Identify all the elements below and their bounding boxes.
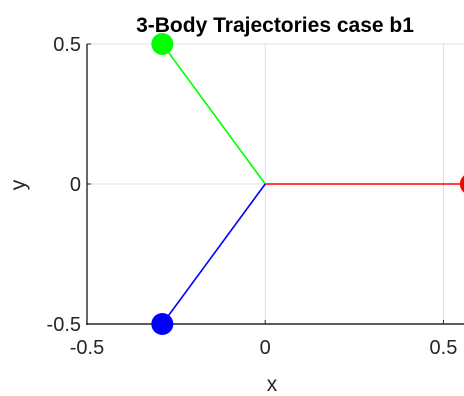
body-marker [151, 313, 174, 335]
y-axis-label: y [7, 179, 30, 190]
axes [86, 43, 464, 325]
x-tick-label: 0.5 [430, 337, 458, 359]
trajectory-line [161, 183, 266, 325]
series-layer [161, 43, 464, 325]
chart-title: 3-Body Trajectories case b1 [136, 14, 414, 37]
body-marker [151, 33, 174, 55]
x-tick-label: 0 [260, 337, 271, 359]
y-tick-label: 0.5 [53, 34, 81, 56]
marker-layer [151, 33, 464, 335]
x-axis-label: x [267, 373, 278, 396]
body-marker [459, 175, 464, 193]
x-tick-label: -0.5 [70, 337, 104, 359]
y-tick-label: 0 [70, 174, 81, 196]
y-tick-label: -0.5 [47, 314, 81, 336]
tick-labels: -0.5 0 0.5 -0.5 0 0.5 [47, 34, 458, 359]
trajectory-line [161, 43, 266, 185]
